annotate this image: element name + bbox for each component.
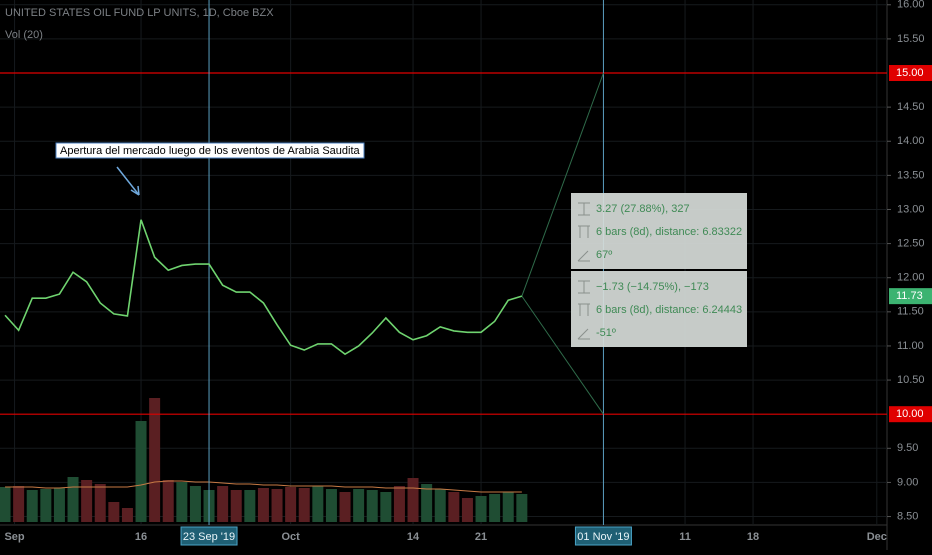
y-tick-label: 13.00: [897, 203, 925, 215]
volume-bar: [489, 494, 501, 522]
volume-bar: [448, 492, 460, 522]
date-label: 23 Sep '19: [183, 531, 235, 543]
info-text: -51º: [596, 327, 616, 339]
volume-bar: [26, 490, 38, 522]
volume-bar: [40, 489, 52, 522]
volume-bar: [353, 489, 365, 522]
volume-ma-line: [5, 480, 522, 493]
volume-bar: [67, 477, 79, 522]
price-label-box: [889, 406, 932, 423]
y-tick-label: 12.00: [897, 272, 925, 284]
chart-title: UNITED STATES OIL FUND LP UNITS, 1D, Cbo…: [5, 7, 274, 19]
x-tick-label: Oct: [281, 531, 300, 543]
last-price-box: [889, 288, 932, 305]
volume-bar: [217, 486, 229, 522]
price-label: 10.00: [896, 408, 924, 420]
price-label: 15.00: [896, 67, 924, 79]
annotation-arrowhead: [130, 185, 140, 196]
info-text: 3.27 (27.88%), 327: [596, 203, 690, 215]
info-text: 6 bars (8d), distance: 6.24443: [596, 304, 742, 316]
x-tick-label: 11: [679, 531, 691, 543]
info-icon: [577, 328, 590, 340]
y-tick-label: 11.00: [897, 340, 924, 352]
info-text: −1.73 (−14.75%), −173: [596, 281, 709, 293]
last-price-label: 11.73: [896, 290, 923, 302]
volume-bar: [257, 488, 269, 522]
x-tick-label: 14: [407, 531, 420, 543]
projection-line: [521, 295, 604, 415]
volume-bar: [230, 490, 242, 522]
info-text: 6 bars (8d), distance: 6.83322: [596, 226, 742, 238]
volume-bar: [135, 421, 147, 522]
info-icon: [577, 250, 590, 262]
y-tick-label: 9.50: [897, 442, 918, 454]
volume-bar: [312, 486, 324, 522]
x-tick-label: 18: [747, 531, 759, 543]
volume-bar: [189, 486, 201, 522]
date-label-box: [574, 526, 632, 546]
y-tick-label: 13.50: [897, 169, 925, 181]
info-text: 67º: [596, 249, 612, 261]
volume-bar: [421, 484, 433, 522]
price-label-box: [889, 65, 932, 82]
volume-bar: [13, 486, 25, 522]
y-tick-label: 10.50: [897, 374, 925, 386]
volume-bar: [502, 492, 514, 522]
annotation-box: [55, 142, 365, 159]
y-tick-label: 9.00: [897, 476, 918, 488]
volume-bar: [380, 492, 392, 522]
volume-bar: [162, 480, 174, 522]
chart-subtitle: Vol (20): [5, 29, 43, 41]
volume-bar: [339, 492, 351, 522]
x-tick-label: Sep: [4, 531, 24, 543]
volume-bar: [244, 490, 256, 522]
y-tick-label: 11.50: [897, 306, 924, 318]
projection-line: [521, 72, 604, 297]
volume-bar: [176, 482, 188, 522]
x-tick-label: Dec: [867, 531, 887, 543]
info-icon: [578, 202, 590, 216]
volume-bar: [393, 486, 405, 522]
y-tick-label: 14.50: [897, 101, 925, 113]
date-label: 01 Nov '19: [577, 531, 629, 543]
volume-bar: [461, 498, 473, 522]
info-icon: [578, 225, 590, 238]
volume-bar: [149, 398, 161, 522]
info-icon: [578, 280, 590, 294]
volume-bar: [325, 489, 337, 522]
y-tick-label: 15.50: [897, 33, 925, 45]
volume-bar: [53, 488, 65, 522]
info-icon: [578, 303, 590, 316]
x-tick-label: 21: [475, 531, 487, 543]
x-tick-label: 16: [135, 531, 147, 543]
annotation-arrow: [116, 166, 140, 196]
y-tick-label: 8.50: [897, 510, 918, 522]
y-tick-label: 12.50: [897, 238, 925, 250]
volume-bar: [108, 502, 120, 522]
volume-bar: [434, 489, 446, 522]
volume-bar: [285, 487, 297, 522]
volume-bar: [298, 488, 310, 522]
date-label-box: [180, 526, 238, 546]
volume-bar: [121, 508, 133, 522]
price-line: [4, 219, 523, 356]
y-tick-label: 16.00: [897, 0, 925, 11]
info-box: [571, 193, 747, 269]
volume-bar: [271, 489, 283, 522]
volume-bar: [81, 480, 93, 522]
volume-bar: [0, 487, 11, 522]
volume-bar: [94, 484, 106, 522]
info-box: [571, 271, 747, 347]
volume-bar: [407, 478, 419, 522]
volume-bar: [516, 494, 528, 522]
volume-bar: [366, 490, 378, 522]
volume-bar: [475, 496, 487, 522]
y-tick-label: 14.00: [897, 135, 925, 147]
annotation-text: Apertura del mercado luego de los evento…: [60, 145, 361, 157]
